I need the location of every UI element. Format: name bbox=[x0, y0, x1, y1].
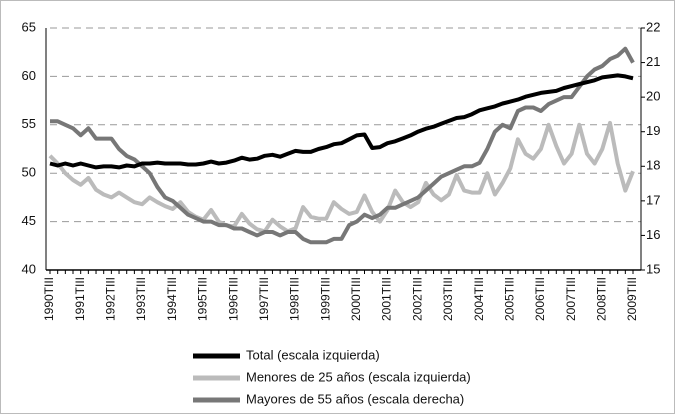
y2-tick-label: 22 bbox=[646, 19, 660, 34]
y-tick-label: 60 bbox=[22, 68, 36, 83]
x-tick-label: 1990TIII bbox=[42, 277, 56, 321]
x-tick-label: 1992TIII bbox=[104, 277, 118, 321]
y-tick-label: 50 bbox=[22, 165, 36, 180]
x-tick-label: 2000TIII bbox=[349, 277, 363, 321]
legend-label: Menores de 25 años (escala izquierda) bbox=[246, 369, 471, 384]
x-tick-label: 2009TIII bbox=[625, 277, 639, 321]
y-tick-label: 40 bbox=[22, 261, 36, 276]
y2-tick-label: 18 bbox=[646, 158, 660, 173]
x-tick-label: 2002TIII bbox=[410, 277, 424, 321]
x-tick-label: 2005TIII bbox=[502, 277, 516, 321]
x-tick-label: 2006TIII bbox=[533, 277, 547, 321]
series-line bbox=[49, 73, 634, 170]
y2-tick-label: 16 bbox=[646, 227, 660, 242]
x-tick-label: 1996TIII bbox=[226, 277, 240, 321]
x-tick-label: 1997TIII bbox=[257, 277, 271, 321]
y-tick-label: 65 bbox=[22, 19, 36, 34]
x-tick-label: 2003TIII bbox=[441, 277, 455, 321]
x-tick-label: 1999TIII bbox=[318, 277, 332, 321]
x-tick-label: 1991TIII bbox=[73, 277, 87, 321]
series-line bbox=[50, 46, 635, 245]
x-tick-label: 1994TIII bbox=[165, 277, 179, 321]
x-tick-label: 2007TIII bbox=[564, 277, 578, 321]
x-tick-label: 2001TIII bbox=[380, 277, 394, 321]
y2-tick-label: 19 bbox=[646, 123, 660, 138]
y2-tick-label: 15 bbox=[646, 261, 660, 276]
x-tick-label: 1995TIII bbox=[196, 277, 210, 321]
y2-tick-label: 21 bbox=[646, 54, 660, 69]
x-tick-label: 2008TIII bbox=[594, 277, 608, 321]
y-tick-label: 55 bbox=[22, 116, 36, 131]
y-tick-label: 45 bbox=[22, 213, 36, 228]
legend-label: Total (escala izquierda) bbox=[246, 347, 380, 362]
x-tick-label: 1998TIII bbox=[288, 277, 302, 321]
y2-tick-label: 20 bbox=[646, 89, 660, 104]
x-tick-label: 1993TIII bbox=[134, 277, 148, 321]
legend-label: Mayores de 55 años (escala derecha) bbox=[246, 391, 464, 406]
series-line bbox=[48, 120, 635, 234]
x-tick-label: 2004TIII bbox=[472, 277, 486, 321]
y2-tick-label: 17 bbox=[646, 192, 660, 207]
